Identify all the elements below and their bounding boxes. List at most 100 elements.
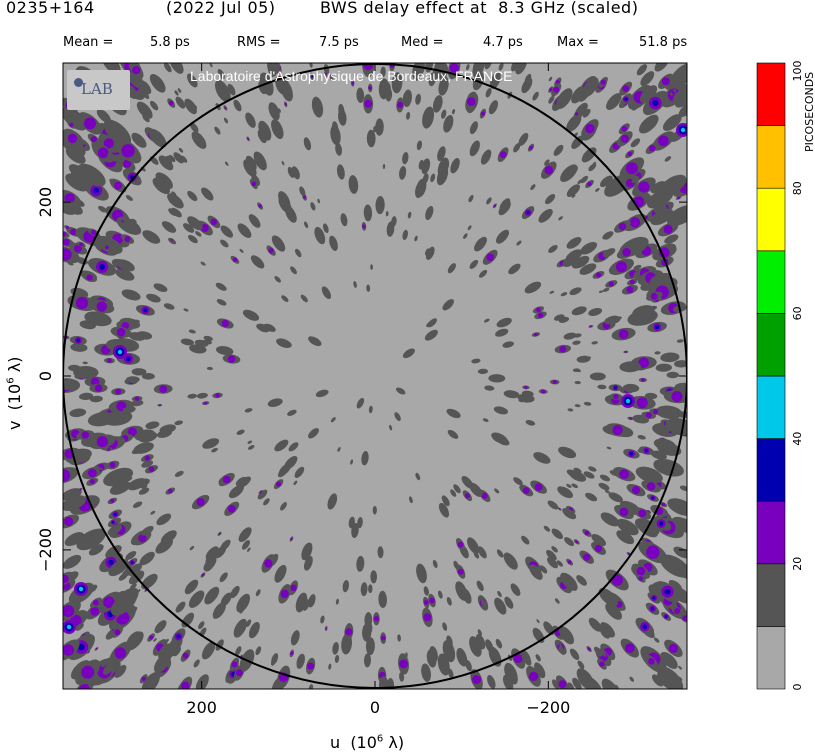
delay-speckle-high bbox=[541, 389, 546, 394]
delay-speckle bbox=[674, 360, 687, 368]
delay-speckle bbox=[664, 156, 672, 162]
delay-speckle-high bbox=[63, 238, 70, 246]
delay-speckle bbox=[491, 432, 508, 445]
delay-speckle-high bbox=[63, 231, 67, 237]
delay-speckle-high bbox=[87, 468, 97, 478]
delay-speckle bbox=[178, 147, 184, 153]
colorbar-segment bbox=[756, 62, 786, 126]
delay-speckle-high bbox=[284, 103, 287, 106]
delay-speckle bbox=[141, 573, 158, 590]
delay-speckle bbox=[96, 109, 111, 123]
delay-speckle-high bbox=[373, 616, 380, 622]
delay-speckle bbox=[533, 452, 551, 464]
delay-speckle-peak bbox=[624, 97, 628, 101]
delay-speckle bbox=[583, 471, 595, 479]
delay-speckle-high bbox=[612, 424, 623, 436]
delay-speckle bbox=[70, 170, 92, 187]
delay-speckle bbox=[495, 328, 509, 337]
delay-speckle bbox=[569, 648, 580, 660]
delay-speckle bbox=[632, 103, 640, 111]
delay-speckle bbox=[153, 283, 168, 293]
delay-speckle bbox=[480, 599, 488, 609]
delay-speckle bbox=[282, 83, 293, 102]
delay-speckle bbox=[622, 383, 640, 393]
delay-speckle-high bbox=[600, 79, 606, 85]
delay-speckle bbox=[577, 179, 583, 185]
delay-speckle bbox=[576, 369, 581, 373]
delay-speckle bbox=[476, 580, 484, 592]
delay-speckle bbox=[141, 525, 154, 536]
delay-speckle bbox=[142, 230, 161, 244]
delay-speckle bbox=[169, 63, 184, 74]
delay-speckle bbox=[486, 197, 492, 205]
delay-speckle bbox=[453, 484, 461, 494]
delay-speckle bbox=[214, 126, 221, 135]
delay-speckle bbox=[577, 660, 585, 670]
delay-speckle bbox=[184, 579, 199, 595]
delay-speckle bbox=[110, 590, 138, 616]
delay-speckle bbox=[567, 408, 574, 412]
delay-speckle bbox=[591, 341, 598, 345]
delay-speckle bbox=[585, 492, 598, 502]
delay-speckle bbox=[425, 248, 430, 256]
delay-speckle bbox=[189, 122, 199, 133]
delay-speckle-high bbox=[595, 272, 602, 278]
delay-speckle bbox=[553, 314, 565, 321]
delay-speckle bbox=[569, 287, 582, 296]
delay-speckle-peak bbox=[311, 75, 314, 78]
delay-speckle-high bbox=[168, 100, 174, 106]
delay-speckle bbox=[543, 525, 551, 532]
delay-speckle bbox=[238, 527, 252, 542]
delay-speckle bbox=[280, 502, 287, 511]
colorbar-segment bbox=[756, 626, 786, 690]
delay-speckle-peak bbox=[652, 596, 656, 600]
y-tick-label: 200 bbox=[36, 187, 55, 218]
delay-speckle bbox=[187, 393, 197, 399]
delay-speckle-high bbox=[671, 90, 675, 95]
delay-speckle bbox=[402, 229, 408, 241]
delay-speckle bbox=[69, 408, 87, 418]
delay-speckle bbox=[375, 118, 384, 136]
delay-speckle-high bbox=[181, 681, 190, 689]
delay-speckle-high bbox=[622, 85, 630, 92]
delay-speckle bbox=[521, 535, 530, 545]
delay-speckle bbox=[619, 361, 641, 373]
delay-speckle bbox=[637, 435, 646, 440]
lab-caption: Laboratoire d'Astrophysique de Bordeaux,… bbox=[190, 68, 513, 84]
delay-speckle bbox=[495, 638, 503, 649]
delay-speckle bbox=[180, 155, 188, 163]
delay-speckle-high bbox=[63, 574, 69, 583]
delay-speckle-peak bbox=[108, 559, 114, 566]
delay-speckle bbox=[557, 486, 573, 499]
delay-speckle bbox=[583, 401, 592, 406]
y-tick-label: 0 bbox=[36, 371, 55, 381]
delay-speckle bbox=[450, 158, 460, 174]
delay-speckle bbox=[535, 654, 541, 662]
delay-speckle bbox=[162, 177, 172, 187]
delay-speckle bbox=[237, 223, 252, 239]
delay-speckle bbox=[496, 549, 504, 558]
x-tick-label: −200 bbox=[526, 698, 570, 717]
delay-speckle-high bbox=[663, 224, 673, 234]
delay-speckle bbox=[163, 63, 172, 73]
delay-speckle bbox=[244, 408, 253, 413]
delay-speckle bbox=[215, 282, 227, 291]
delay-speckle bbox=[150, 510, 156, 515]
delay-speckle-high bbox=[171, 238, 174, 241]
delay-speckle bbox=[678, 665, 683, 670]
delay-speckle bbox=[511, 63, 519, 72]
delay-speckle bbox=[446, 635, 453, 647]
delay-speckle bbox=[529, 564, 543, 580]
lab-logo-text: LAB bbox=[81, 80, 113, 98]
delay-speckle bbox=[655, 363, 672, 372]
delay-speckle bbox=[194, 339, 209, 347]
delay-speckle-high bbox=[231, 661, 238, 668]
delay-speckle bbox=[432, 559, 438, 569]
colorbar-segment bbox=[756, 250, 786, 314]
delay-speckle bbox=[441, 495, 450, 507]
delay-speckle bbox=[513, 477, 523, 486]
delay-speckle bbox=[446, 596, 452, 606]
delay-speckle bbox=[660, 352, 680, 363]
delay-speckle bbox=[654, 63, 669, 72]
delay-speckle bbox=[672, 87, 687, 104]
